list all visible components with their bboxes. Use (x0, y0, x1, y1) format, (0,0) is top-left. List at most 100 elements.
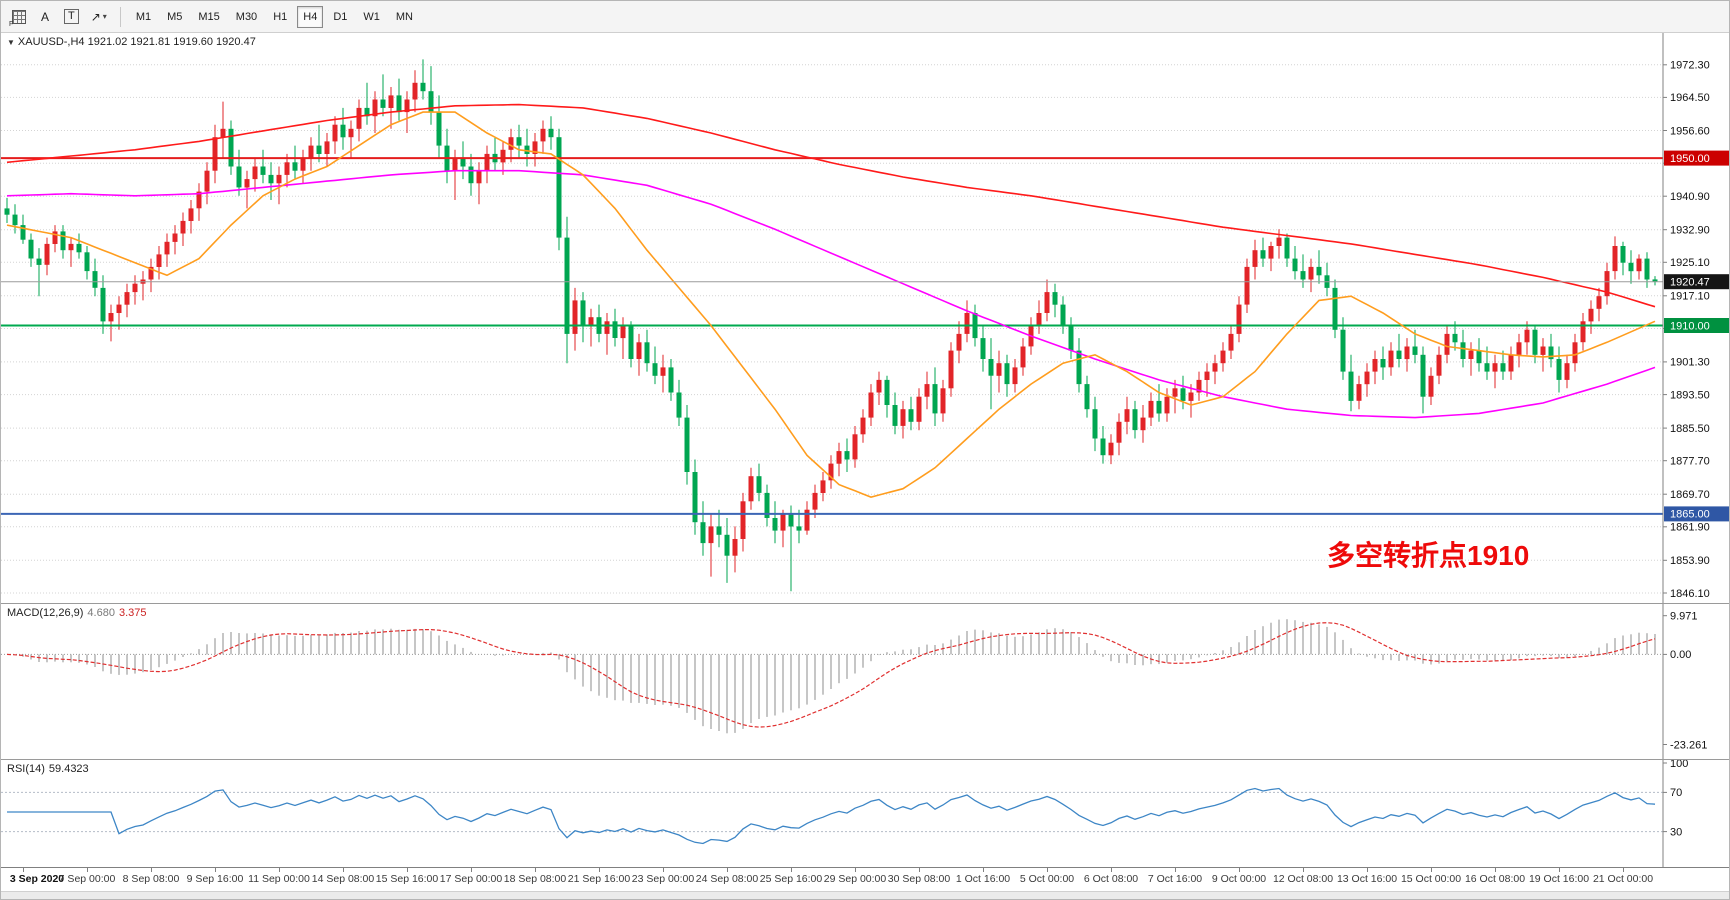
time-tick (535, 868, 536, 872)
time-tick (663, 868, 664, 872)
time-label: 7 Oct 16:00 (1147, 873, 1203, 885)
svg-text:1901.30: 1901.30 (1670, 357, 1710, 369)
grid-icon (12, 9, 26, 24)
time-label: 6 Oct 08:00 (1083, 873, 1139, 885)
grid-f-label: F (9, 20, 14, 28)
macd-panel[interactable]: MACD(12,26,9) 4.680 3.375 9.971 0.00 -23.261 (1, 603, 1729, 759)
rsi-value: 59.4323 (48, 763, 89, 775)
timeframe-d1[interactable]: D1 (327, 6, 353, 28)
time-label: 21 Sep 16:00 (567, 873, 631, 885)
time-tick (151, 868, 152, 872)
rsi-svg: 100 70 30 (1, 758, 1688, 867)
horizontal-scrollbar[interactable] (1, 891, 1729, 899)
svg-text:9.971: 9.971 (1670, 611, 1698, 623)
time-label: 12 Oct 08:00 (1272, 873, 1334, 885)
time-tick (407, 868, 408, 872)
svg-text:1950.00: 1950.00 (1670, 153, 1710, 165)
timeframe-mn[interactable]: MN (390, 6, 419, 28)
time-label: 3 Sep 2020 (9, 873, 65, 885)
svg-text:1893.50: 1893.50 (1670, 389, 1710, 401)
timeframe-m15[interactable]: M15 (192, 6, 225, 28)
macd-canvas[interactable]: 9.971 0.00 -23.261 (1, 604, 1729, 764)
time-label: 9 Oct 00:00 (1211, 873, 1267, 885)
text-tool[interactable]: T (59, 5, 84, 29)
arrow-icon: ↗ (90, 9, 101, 24)
timeframe-h1[interactable]: H1 (267, 6, 293, 28)
svg-text:1972.30: 1972.30 (1670, 60, 1710, 72)
svg-text:1869.70: 1869.70 (1670, 489, 1710, 501)
price-gridlines (1, 64, 1663, 594)
svg-text:1853.90: 1853.90 (1670, 555, 1710, 567)
svg-text:1865.00: 1865.00 (1670, 509, 1710, 521)
price-badge-1950.00: 1950.00 (1664, 150, 1729, 166)
rsi-canvas[interactable]: 100 70 30 (1, 758, 1729, 872)
time-tick (599, 868, 600, 872)
rsi-label: RSI(14) (7, 763, 45, 775)
macd-signal-value: 3.375 (118, 607, 147, 619)
chart-symbol-title: ▼ XAUUSD-,H4 1921.02 1921.81 1919.60 1920… (7, 36, 256, 48)
time-tick (791, 868, 792, 872)
rsi-panel[interactable]: RSI(14) 59.4323 100 70 30 (1, 758, 1729, 867)
time-tick (1111, 868, 1112, 872)
time-tick (1303, 868, 1304, 872)
macd-main-value: 4.680 (87, 607, 115, 619)
candles-layer (4, 59, 1658, 592)
svg-text:1920.47: 1920.47 (1670, 277, 1710, 289)
time-tick (727, 868, 728, 872)
svg-text:1846.10: 1846.10 (1670, 588, 1710, 600)
time-label: 18 Sep 08:00 (503, 873, 567, 885)
svg-text:1964.50: 1964.50 (1670, 92, 1710, 104)
svg-text:1932.90: 1932.90 (1670, 225, 1710, 237)
time-label: 29 Sep 00:00 (823, 873, 887, 885)
macd-svg: 9.971 0.00 -23.261 (1, 604, 1707, 759)
time-tick (215, 868, 216, 872)
macd-histogram (14, 619, 1656, 734)
svg-text:70: 70 (1670, 787, 1682, 799)
time-tick (279, 868, 280, 872)
time-axis[interactable]: 3 Sep 2020 7 Sep 00:00 8 Sep 08:00 9 Sep 16… (1, 867, 1729, 891)
time-tick (23, 868, 24, 872)
text-label-tool[interactable]: A (33, 5, 57, 29)
time-tick (919, 868, 920, 872)
time-tick (1175, 868, 1176, 872)
time-label: 25 Sep 16:00 (759, 873, 823, 885)
time-label: 15 Sep 16:00 (375, 873, 439, 885)
time-label: 14 Sep 08:00 (311, 873, 375, 885)
time-label: 8 Sep 08:00 (122, 873, 180, 885)
svg-text:1885.50: 1885.50 (1670, 423, 1710, 435)
timeframe-h4[interactable]: H4 (297, 5, 324, 28)
chart-grid-icon[interactable]: F (7, 5, 31, 29)
timeframe-m30[interactable]: M30 (230, 6, 263, 28)
time-label: 21 Oct 00:00 (1592, 873, 1654, 885)
mid-ma-line (6, 169, 1656, 419)
time-label: 30 Sep 08:00 (887, 873, 951, 885)
price-chart-panel[interactable]: ▼ XAUUSD-,H4 1921.02 1921.81 1919.60 1920… (1, 33, 1729, 603)
macd-label: MACD(12,26,9) (7, 607, 84, 619)
time-tick (1623, 868, 1624, 872)
time-label: 13 Oct 16:00 (1336, 873, 1398, 885)
time-tick (1559, 868, 1560, 872)
collapse-arrow-icon[interactable]: ▼ (7, 38, 15, 47)
macd-title: MACD(12,26,9) 4.680 3.375 (7, 607, 146, 619)
price-chart-canvas[interactable]: 1972.30 1964.50 1956.60 1940.90 1932.90 1925.… (1, 33, 1729, 608)
timeframe-m5[interactable]: M5 (161, 6, 188, 28)
timeframe-m1[interactable]: M1 (130, 6, 157, 28)
arrow-tools-dropdown[interactable]: ↗ ▾ (86, 5, 112, 29)
time-label: 17 Sep 00:00 (439, 873, 503, 885)
slow-ma-line (6, 103, 1656, 308)
time-tick (87, 868, 88, 872)
rsi-title: RSI(14) 59.4323 (7, 763, 89, 775)
timeframe-w1[interactable]: W1 (357, 6, 386, 28)
macd-signal-line (6, 622, 1656, 728)
time-label: 9 Sep 16:00 (186, 873, 244, 885)
svg-text:-23.261: -23.261 (1670, 739, 1707, 751)
price-badge-1920.47: 1920.47 (1664, 274, 1729, 290)
price-badge-1910.00: 1910.00 (1664, 318, 1729, 333)
price-badge-1865.00: 1865.00 (1664, 506, 1729, 522)
toolbar: F A T ↗ ▾ M1 M5 M15 M30 H1 H4 D1 W1 MN (1, 1, 1729, 33)
svg-text:0.00: 0.00 (1670, 649, 1691, 661)
macd-axis-labels: 9.971 0.00 -23.261 (1663, 611, 1707, 751)
rsi-axis-labels: 100 70 30 (1663, 758, 1688, 838)
time-tick (1239, 868, 1240, 872)
toolbar-separator (119, 6, 121, 27)
